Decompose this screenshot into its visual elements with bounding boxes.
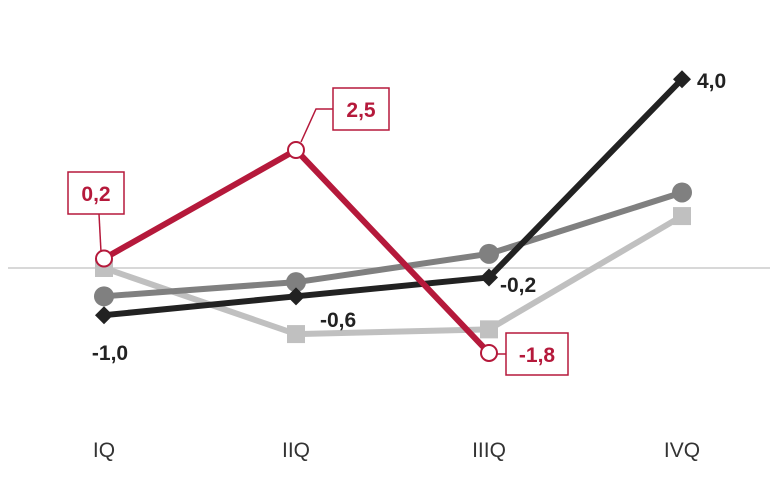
x-tick-label: IVQ (664, 439, 700, 462)
series-red-label-leader (98, 213, 102, 253)
series-black-data-label: -1,0 (92, 342, 128, 365)
series-lightgray-point (287, 325, 305, 344)
series-black-point (673, 70, 691, 89)
series-darkgray-point (672, 182, 692, 203)
series-darkgray-point (286, 272, 306, 293)
series-lightgray-point (673, 207, 691, 226)
series-lightgray-point (480, 320, 498, 339)
x-tick-label: IIIQ (472, 439, 506, 462)
series-red-label-box (332, 87, 390, 131)
series-red-point (95, 249, 113, 268)
series-red-data-label: -1,8 (519, 344, 556, 367)
series-darkgray-point (94, 286, 114, 307)
series-red-data-label: 0,2 (81, 183, 110, 206)
data-label-layer: 0,2 2,5 -1,8 -1,0 -0,6 -0,2 4,0 (67, 70, 726, 376)
series-black-data-label: -0,2 (500, 274, 536, 297)
x-axis: IQ IIQ IIIQ IVQ (93, 439, 700, 462)
series-black-data-label: 4,0 (697, 70, 726, 93)
series-darkgray-line (101, 189, 685, 300)
series-red-line (101, 147, 492, 356)
series-black-line (101, 76, 685, 319)
series-layer (94, 70, 692, 362)
series-red-point (287, 141, 305, 159)
series-black-data-label: -0,6 (320, 309, 356, 332)
x-tick-label: IIQ (282, 439, 310, 462)
x-tick-label: IQ (93, 439, 115, 462)
series-red-label-leader (300, 108, 333, 143)
series-red-point (480, 343, 498, 362)
series-black-point (287, 287, 305, 306)
series-red-data-label: 2,5 (346, 99, 376, 122)
series-black-point (95, 306, 113, 325)
series-red-label-box (67, 171, 125, 215)
series-red-label-box (505, 332, 569, 376)
series-lightgray-line (101, 213, 685, 338)
series-darkgray-point (479, 243, 499, 264)
series-black-point (480, 268, 498, 287)
